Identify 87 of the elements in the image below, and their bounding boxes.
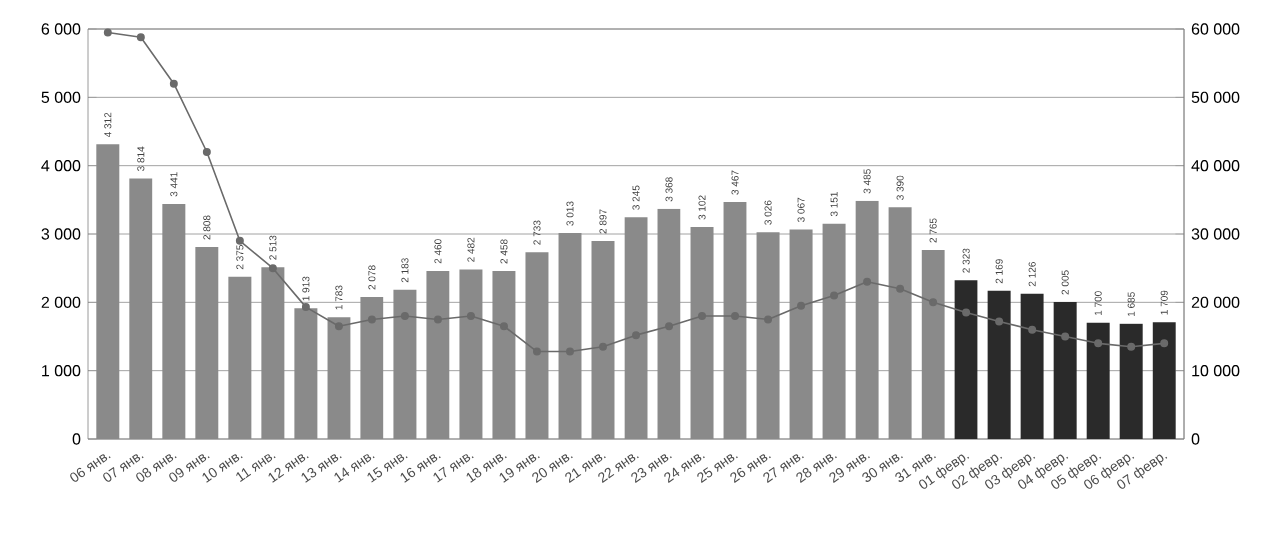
data-label: 2 733 — [533, 220, 541, 245]
data-label: 2 169 — [995, 259, 1003, 284]
data-label: 3 814 — [137, 146, 145, 171]
point — [764, 315, 773, 324]
bar — [954, 280, 978, 439]
data-label: 2 482 — [467, 237, 475, 262]
point — [929, 298, 938, 307]
point — [202, 148, 211, 157]
point — [1127, 342, 1136, 351]
point — [367, 315, 376, 324]
data-label: 3 441 — [170, 172, 178, 197]
point — [433, 315, 442, 324]
y2-tick-label: 20 000 — [1191, 296, 1240, 308]
y2-tick-label: 40 000 — [1191, 160, 1240, 172]
data-label: 3 102 — [698, 195, 706, 220]
data-label: 1 783 — [335, 285, 343, 310]
point — [565, 347, 574, 356]
data-label: 3 245 — [632, 185, 640, 210]
data-label: 3 467 — [731, 170, 739, 195]
data-label: 2 513 — [269, 235, 277, 260]
point — [301, 303, 310, 312]
data-label: 2 126 — [1028, 262, 1036, 287]
point — [863, 277, 872, 286]
data-label: 2 458 — [500, 239, 508, 264]
y-tick-label: 5 000 — [41, 91, 81, 104]
point — [466, 312, 475, 320]
point — [698, 312, 707, 320]
data-label: 3 390 — [896, 175, 904, 200]
y-tick-label: 6 000 — [41, 23, 81, 35]
point — [1160, 339, 1169, 348]
y-tick-label: 0 — [72, 433, 81, 445]
point — [797, 301, 806, 310]
data-label: 2 323 — [962, 248, 970, 273]
bar — [1053, 302, 1077, 439]
point — [532, 347, 541, 356]
data-label: 2 078 — [368, 265, 376, 290]
point — [896, 284, 905, 293]
data-label: 3 368 — [665, 177, 673, 202]
y2-tick-label: 0 — [1191, 433, 1200, 445]
data-label: 1 913 — [302, 276, 310, 301]
point — [169, 79, 178, 88]
data-label: 3 151 — [830, 192, 838, 217]
point — [962, 308, 971, 317]
point — [599, 342, 607, 351]
point — [1028, 325, 1037, 334]
y-tick-label: 2 000 — [41, 296, 81, 308]
point — [334, 322, 343, 331]
point — [235, 236, 244, 245]
point — [1094, 339, 1103, 348]
y-tick-label: 1 000 — [42, 365, 81, 377]
point — [665, 322, 674, 331]
data-label: 3 013 — [566, 201, 574, 226]
data-label: 3 026 — [764, 200, 772, 225]
y2-tick-label: 10 000 — [1192, 365, 1240, 377]
point — [268, 264, 277, 273]
y-tick-label: 3 000 — [41, 228, 81, 240]
data-label: 1 700 — [1094, 291, 1102, 316]
bar — [1020, 293, 1044, 439]
point — [830, 291, 839, 300]
data-label: 3 485 — [863, 169, 871, 194]
data-label: 2 897 — [599, 209, 607, 234]
point — [731, 312, 740, 320]
data-label: 4 312 — [104, 112, 112, 138]
data-label: 3 067 — [797, 197, 805, 222]
point — [995, 317, 1004, 326]
data-label: 1 685 — [1127, 292, 1135, 317]
y2-tick-label: 60 000 — [1191, 23, 1240, 35]
bar — [1086, 322, 1110, 439]
data-label: 2 808 — [203, 215, 211, 240]
bar — [987, 290, 1011, 439]
y2-tick-label: 50 000 — [1191, 91, 1240, 104]
data-label: 1 709 — [1160, 290, 1168, 315]
y2-tick-label: 30 000 — [1191, 228, 1240, 240]
bar — [1119, 323, 1143, 439]
point — [400, 312, 409, 320]
point — [499, 322, 508, 331]
data-label: 2 005 — [1061, 270, 1069, 295]
data-label: 2 460 — [434, 239, 442, 264]
y-tick-label: 4 000 — [41, 160, 81, 172]
data-label: 2 375 — [236, 245, 244, 270]
point — [136, 33, 145, 42]
point — [103, 28, 112, 37]
data-label: 2 183 — [401, 258, 409, 283]
bar — [1152, 322, 1176, 439]
data-label: 2 765 — [929, 218, 937, 243]
point — [632, 331, 641, 340]
point — [1061, 332, 1070, 341]
